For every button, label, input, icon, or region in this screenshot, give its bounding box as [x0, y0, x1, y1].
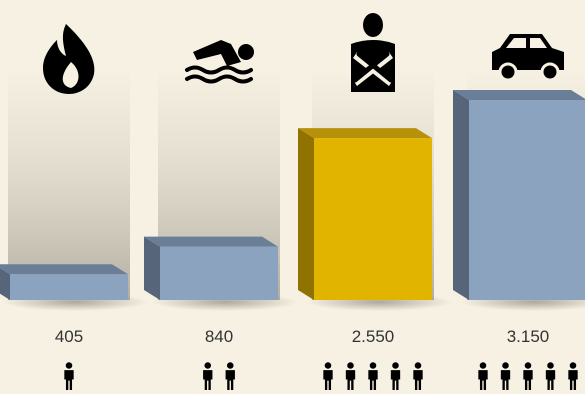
person-icon	[568, 362, 578, 390]
person-icon	[413, 362, 423, 390]
person-icon	[478, 362, 488, 390]
bar-side	[0, 268, 10, 300]
person-icon	[523, 362, 533, 390]
bar-top	[453, 90, 585, 100]
bar	[314, 138, 432, 300]
bar	[469, 100, 585, 300]
bar	[10, 274, 128, 300]
bar	[160, 246, 278, 300]
person-icon	[64, 362, 74, 390]
person-icon	[368, 362, 378, 390]
bar-top	[144, 236, 278, 247]
bar-side	[453, 90, 469, 300]
bar-column: 3.150	[453, 34, 585, 390]
car-icon	[492, 34, 564, 82]
bar-top	[0, 264, 128, 275]
bar-top	[298, 128, 432, 139]
arms-crossed-person-icon	[351, 13, 395, 92]
flame-icon	[43, 24, 95, 94]
chart-columns: 405 840 2.550 3.150	[0, 13, 585, 390]
bar-column: 405	[0, 24, 149, 390]
person-icon	[203, 362, 213, 390]
value-label: 405	[55, 327, 83, 346]
person-icon	[500, 362, 511, 390]
bar-column: 2.550	[298, 13, 453, 390]
person-icon	[345, 362, 356, 390]
bar-side	[298, 128, 314, 300]
value-label: 2.550	[352, 327, 395, 346]
person-icon	[225, 362, 235, 390]
bar-column: 840	[144, 40, 299, 390]
person-icon	[390, 362, 401, 390]
swimmer-icon	[185, 40, 254, 84]
bar-side	[144, 236, 160, 300]
value-label: 840	[205, 327, 233, 346]
value-label: 3.150	[507, 327, 550, 346]
person-icon	[545, 362, 556, 390]
person-icon	[323, 362, 333, 390]
column-backdrop	[8, 68, 130, 300]
